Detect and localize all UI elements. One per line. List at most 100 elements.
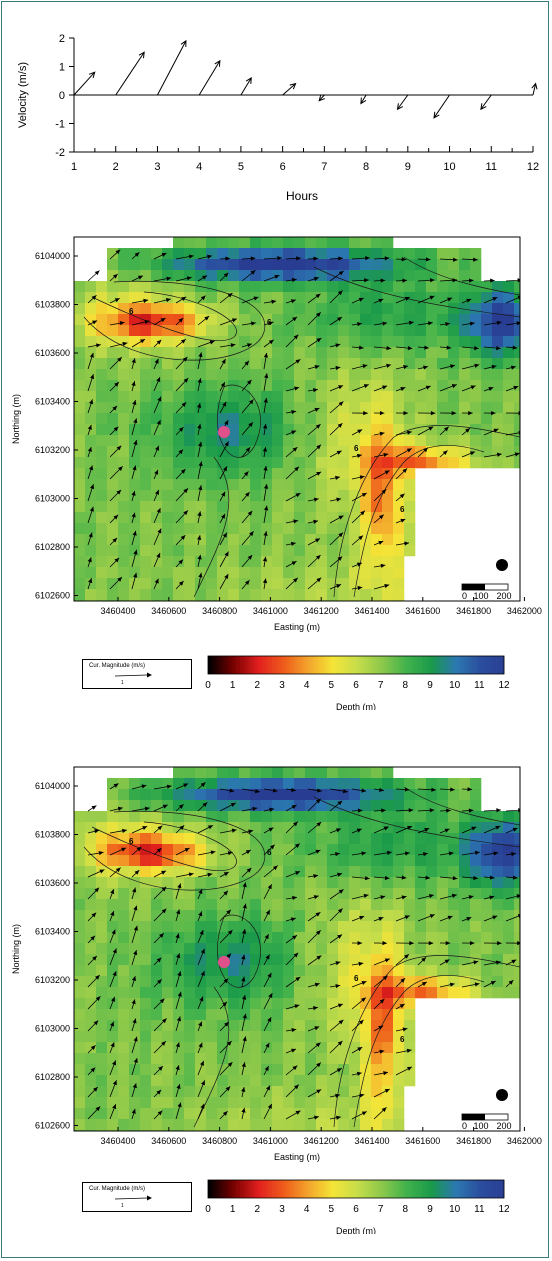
- depth-cell: [338, 358, 350, 370]
- depth-cell: [294, 413, 306, 425]
- depth-cell: [140, 833, 152, 845]
- velocity-vector: [532, 83, 537, 96]
- depth-cell: [437, 358, 449, 370]
- depth-cell: [173, 391, 185, 403]
- depth-cell: [74, 998, 86, 1010]
- depth-cell: [305, 523, 317, 535]
- colorbar-swatch: [245, 656, 248, 674]
- depth-cell: [272, 479, 284, 491]
- legend-arrow-icon: [114, 672, 152, 678]
- current-vector-head: [264, 1066, 269, 1072]
- colorbar-swatch: [232, 656, 236, 674]
- colorbar-tick-label: 10: [449, 1204, 461, 1215]
- depth-cell: [250, 1075, 262, 1087]
- depth-cell: [107, 1108, 119, 1120]
- depth-cell: [305, 910, 317, 922]
- current-vector-head: [518, 430, 520, 435]
- depth-cell: [426, 976, 438, 988]
- current-vector-head: [197, 554, 202, 560]
- depth-cell: [173, 954, 185, 966]
- depth-cell: [393, 435, 405, 447]
- depth-cell: [448, 789, 460, 801]
- depth-cell: [151, 1031, 163, 1043]
- depth-cell: [206, 888, 218, 900]
- depth-cell: [426, 402, 438, 414]
- depth-cell: [239, 1119, 251, 1131]
- depth-cell: [404, 844, 416, 856]
- colorbar-swatch: [220, 1180, 224, 1198]
- depth-cell: [316, 921, 328, 933]
- current-vector-head: [292, 1065, 298, 1071]
- depth-cell: [283, 281, 295, 293]
- depth-cell: [503, 877, 515, 889]
- depth-cell: [85, 347, 97, 359]
- colorbar-label: Depth (m): [336, 1226, 376, 1234]
- depth-cell: [316, 833, 328, 845]
- depth-cell: [371, 789, 383, 801]
- current-vector-head: [246, 379, 252, 385]
- colorbar-swatch: [346, 656, 349, 674]
- depth-cell: [85, 1108, 97, 1120]
- depth-cell: [426, 921, 438, 933]
- depth-cell: [294, 1042, 306, 1054]
- depth-cell: [371, 303, 383, 315]
- depth-cell: [327, 347, 339, 359]
- depth-cell: [349, 1031, 361, 1043]
- depth-cell: [327, 921, 339, 933]
- depth-cell: [316, 1086, 328, 1098]
- depth-cell: [426, 987, 438, 999]
- depth-cell: [140, 855, 152, 867]
- hours-tick-label: 12: [527, 161, 539, 173]
- depth-cell: [459, 391, 471, 403]
- depth-cell: [305, 468, 317, 480]
- depth-cell: [173, 358, 185, 370]
- depth-cell: [327, 789, 339, 801]
- depth-cell: [305, 534, 317, 546]
- colorbar-swatch: [447, 656, 451, 674]
- depth-cell: [162, 855, 174, 867]
- depth-cell: [129, 270, 141, 282]
- depth-cell: [162, 877, 174, 889]
- depth-cell: [206, 1119, 218, 1131]
- depth-cell: [316, 789, 328, 801]
- depth-cell: [228, 822, 240, 834]
- depth-cell: [349, 325, 361, 337]
- colorbar-tick-label: 0: [205, 680, 211, 691]
- current-vector-head: [492, 297, 498, 302]
- depth-cell: [316, 1064, 328, 1076]
- depth-cell: [239, 578, 251, 590]
- depth-cell: [404, 545, 416, 557]
- current-vector-head: [221, 513, 226, 519]
- colorbar-swatch: [289, 1180, 293, 1198]
- depth-cell: [85, 1130, 97, 1131]
- depth-cell: [305, 479, 317, 491]
- depth-cell: [316, 943, 328, 955]
- depth-cell: [327, 1075, 339, 1087]
- current-vector-head: [242, 1036, 247, 1042]
- hours-tick-label: 2: [113, 161, 119, 173]
- depth-cell: [217, 336, 229, 348]
- current-vector-head: [444, 828, 450, 833]
- depth-cell: [294, 965, 306, 977]
- colorbar-swatch: [277, 1180, 280, 1198]
- depth-cell: [514, 347, 520, 359]
- depth-cell: [393, 1031, 405, 1043]
- current-vector-head: [382, 975, 388, 981]
- depth-cell: [250, 314, 262, 326]
- depth-cell: [305, 589, 317, 601]
- current-vector-head: [493, 428, 499, 433]
- depth-cell: [206, 954, 218, 966]
- depth-cell: [305, 1064, 317, 1076]
- depth-cell: [481, 932, 493, 944]
- depth-cell: [382, 281, 394, 293]
- depth-cell: [316, 358, 328, 370]
- current-vector-head: [199, 930, 204, 936]
- depth-cell: [195, 888, 207, 900]
- depth-cell: [239, 259, 251, 271]
- depth-cell: [206, 877, 218, 889]
- current-vector-head: [161, 886, 167, 892]
- depth-cell: [228, 877, 240, 889]
- current-vector-head: [423, 447, 428, 453]
- depth-cell: [393, 512, 405, 524]
- depth-cell: [382, 358, 394, 370]
